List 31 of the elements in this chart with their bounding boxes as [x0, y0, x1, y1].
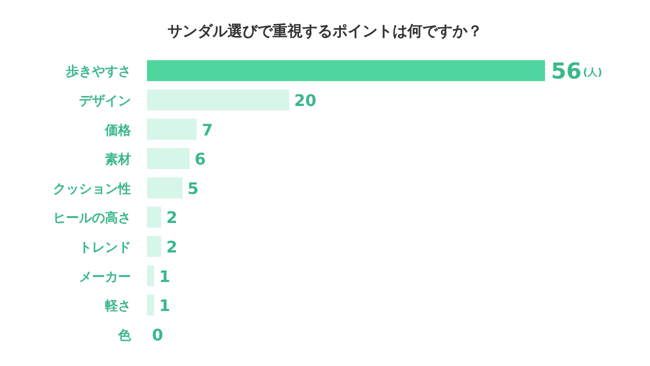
- y-tick-label: デザイン: [79, 94, 131, 109]
- data-label: 56: [551, 60, 582, 85]
- data-label: 7: [202, 120, 213, 140]
- y-tick-label: ヒールの高さ: [53, 210, 131, 226]
- data-label: 0: [152, 325, 164, 344]
- data-label: 2: [166, 208, 178, 228]
- bar: [147, 294, 154, 316]
- y-tick-label: メーカー: [79, 270, 131, 285]
- y-tick-label: クッション性: [53, 182, 131, 197]
- data-label: 1: [159, 266, 170, 286]
- y-tick-label: 歩きやすさ: [65, 64, 131, 80]
- chart-title: サンダル選びで重視するポイントは何ですか？: [168, 22, 482, 40]
- y-tick-label: 価格: [104, 123, 132, 138]
- bar: [147, 265, 154, 286]
- y-tick-label: 素材: [105, 152, 131, 168]
- data-label: 2: [166, 237, 178, 256]
- bar: [147, 206, 162, 228]
- y-tick-label: 色: [117, 328, 132, 344]
- data-label: 1: [159, 296, 170, 316]
- data-label: 5: [188, 178, 199, 198]
- bar: [147, 148, 190, 170]
- bar: [147, 89, 290, 110]
- y-tick-label: 軽さ: [104, 299, 131, 314]
- data-label: 20: [294, 90, 316, 110]
- data-label: 6: [194, 150, 206, 169]
- bar: [147, 177, 183, 198]
- bar: [147, 236, 162, 257]
- y-tick-label: トレンド: [79, 240, 131, 256]
- bar: [147, 118, 197, 140]
- bar: [147, 60, 545, 82]
- text: (人): [583, 66, 602, 79]
